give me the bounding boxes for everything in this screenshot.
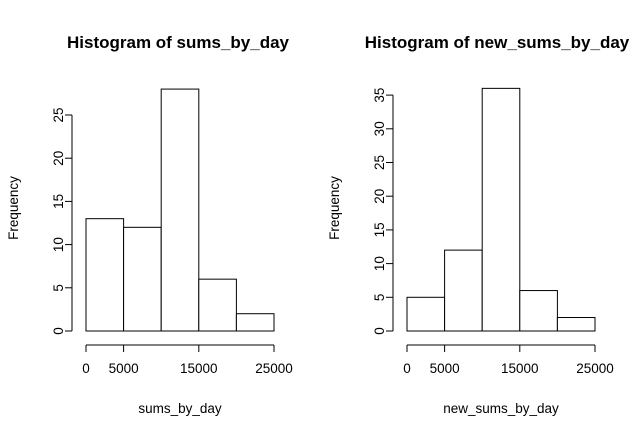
histogram-bar	[198, 278, 237, 332]
x-tick-label: 15000	[180, 361, 218, 376]
x-tick-label: 5000	[430, 361, 460, 376]
y-tick-label: 25	[372, 155, 387, 170]
histogram-panel-new-sums-by-day: Histogram of new_sums_by_day 0 5 10 15 20 25 30…	[327, 33, 630, 416]
y-tick-label: 10	[372, 256, 387, 271]
x-tick-label: 25000	[255, 361, 293, 376]
histogram-bar	[85, 218, 125, 332]
y-tick-label: 0	[372, 327, 387, 335]
histogram-bar	[160, 88, 200, 332]
y-tick-label: 5	[372, 294, 387, 302]
x-tick-label: 0	[82, 361, 90, 376]
x-tick-label: 5000	[109, 361, 139, 376]
y-tick-label: 5	[51, 284, 66, 292]
histogram-panel-sums-by-day: Histogram of sums_by_day 0 5 10 15 20 25 0 5000 1…	[6, 33, 293, 416]
y-axis-label: Frequency	[327, 176, 342, 240]
y-tick-label: 30	[372, 121, 387, 136]
histogram-bar	[235, 313, 275, 332]
histogram-bar	[556, 317, 596, 332]
y-tick-label: 15	[372, 222, 387, 237]
x-axis-label: sums_by_day	[138, 401, 222, 416]
y-tick-label: 15	[51, 194, 66, 209]
y-tick-label: 20	[372, 189, 387, 204]
x-axis-label: new_sums_by_day	[443, 401, 559, 416]
histogram-bar	[123, 226, 162, 332]
y-tick-label: 10	[51, 237, 66, 252]
histogram-bar	[481, 87, 521, 332]
chart-title: Histogram of sums_by_day	[67, 33, 290, 52]
y-tick-label: 25	[51, 107, 66, 122]
histogram-bar	[406, 296, 446, 332]
y-tick-label: 0	[51, 327, 66, 335]
x-tick-label: 0	[403, 361, 411, 376]
y-tick-label: 35	[372, 88, 387, 103]
histogram-bar	[444, 249, 483, 332]
x-tick-label: 15000	[501, 361, 539, 376]
y-tick-label: 20	[51, 151, 66, 166]
x-tick-label: 25000	[576, 361, 614, 376]
chart-title: Histogram of new_sums_by_day	[365, 33, 630, 52]
histogram-bar	[519, 290, 558, 332]
y-axis-label: Frequency	[6, 176, 21, 240]
